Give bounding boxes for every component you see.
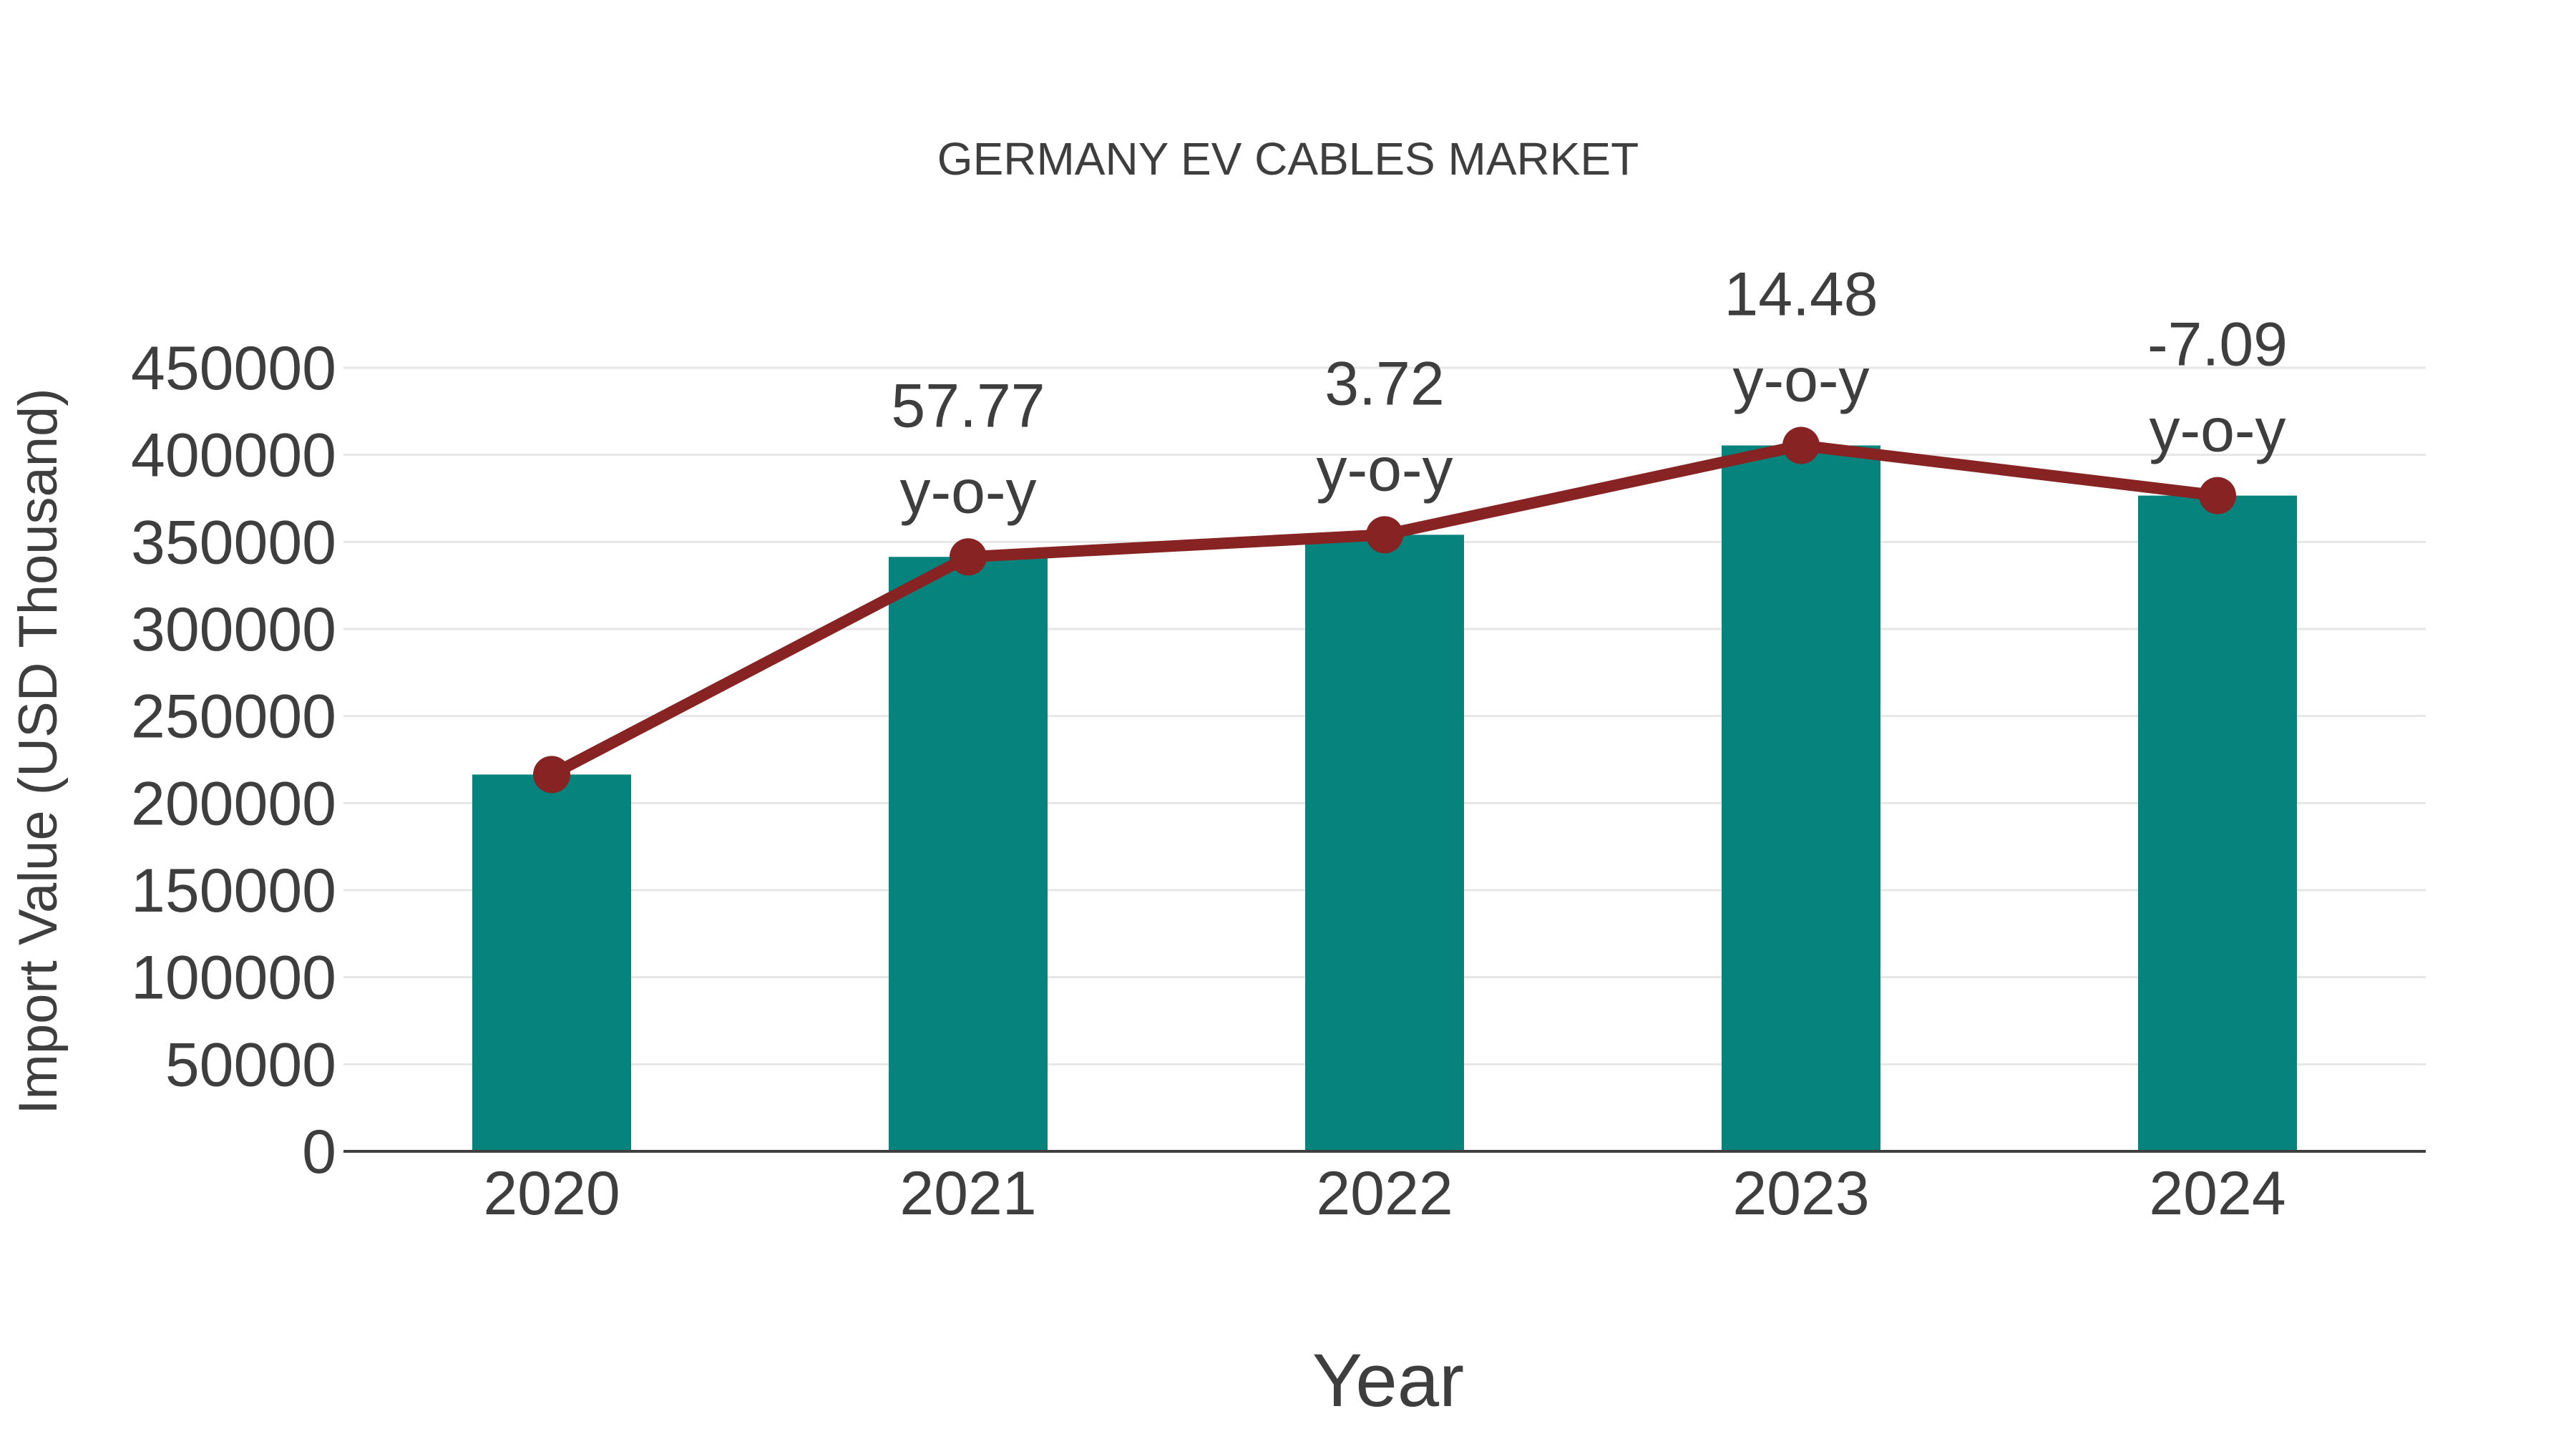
yoy-value-2022: 3.72 <box>1324 349 1444 418</box>
y-tick-label-0: 0 <box>302 1118 336 1186</box>
y-tick-labels: 0 50000 100000 150000 200000 250000 300000 3500… <box>131 334 336 1186</box>
x-tick-labels: 2020 2021 2022 2023 2024 <box>483 1159 2285 1228</box>
y-tick-label-450000: 450000 <box>131 334 336 403</box>
marker-2024 <box>2199 477 2236 514</box>
x-tick-label-2024: 2024 <box>2149 1159 2285 1228</box>
bar-2021 <box>889 557 1048 1151</box>
x-tick-label-2020: 2020 <box>483 1159 620 1228</box>
bar-2020 <box>472 774 631 1151</box>
marker-2022 <box>1366 516 1403 554</box>
y-tick-label-150000: 150000 <box>131 857 336 925</box>
y-tick-label-350000: 350000 <box>131 508 336 577</box>
x-tick-label-2023: 2023 <box>1732 1159 1869 1228</box>
trend-markers <box>533 426 2236 794</box>
marker-2020 <box>533 756 570 794</box>
y-tick-label-400000: 400000 <box>131 421 336 490</box>
yoy-value-2023: 14.48 <box>1724 260 1878 329</box>
yoy-suffix-2022: y-o-y <box>1316 435 1453 504</box>
y-tick-label-100000: 100000 <box>131 944 336 1013</box>
y-axis-title: Import Value (USD Thousand) <box>8 388 69 1114</box>
yoy-suffix-2023: y-o-y <box>1732 346 1869 415</box>
yoy-annotations: 57.77 y-o-y 3.72 y-o-y 14.48 y-o-y -7.09 y-o-y <box>891 260 2288 527</box>
y-tick-label-300000: 300000 <box>131 595 336 664</box>
bar-2022 <box>1305 535 1464 1151</box>
marker-2023 <box>1782 426 1820 464</box>
y-tick-label-50000: 50000 <box>165 1030 336 1099</box>
y-tick-label-200000: 200000 <box>131 769 336 838</box>
yoy-value-2021: 57.77 <box>891 371 1045 440</box>
bar-2024 <box>2138 495 2297 1151</box>
marker-2021 <box>950 538 987 576</box>
yoy-value-2024: -7.09 <box>2147 311 2288 379</box>
bar-2023 <box>1722 445 1880 1151</box>
x-tick-label-2022: 2022 <box>1316 1159 1453 1228</box>
y-tick-label-250000: 250000 <box>131 683 336 751</box>
bar-series <box>472 445 2297 1151</box>
chart-title: GERMANY EV CABLES MARKET <box>937 133 1639 185</box>
yoy-suffix-2021: y-o-y <box>899 457 1036 526</box>
x-axis-title: Year <box>1312 1339 1464 1423</box>
x-tick-label-2021: 2021 <box>899 1159 1036 1228</box>
yoy-suffix-2024: y-o-y <box>2149 396 2285 465</box>
